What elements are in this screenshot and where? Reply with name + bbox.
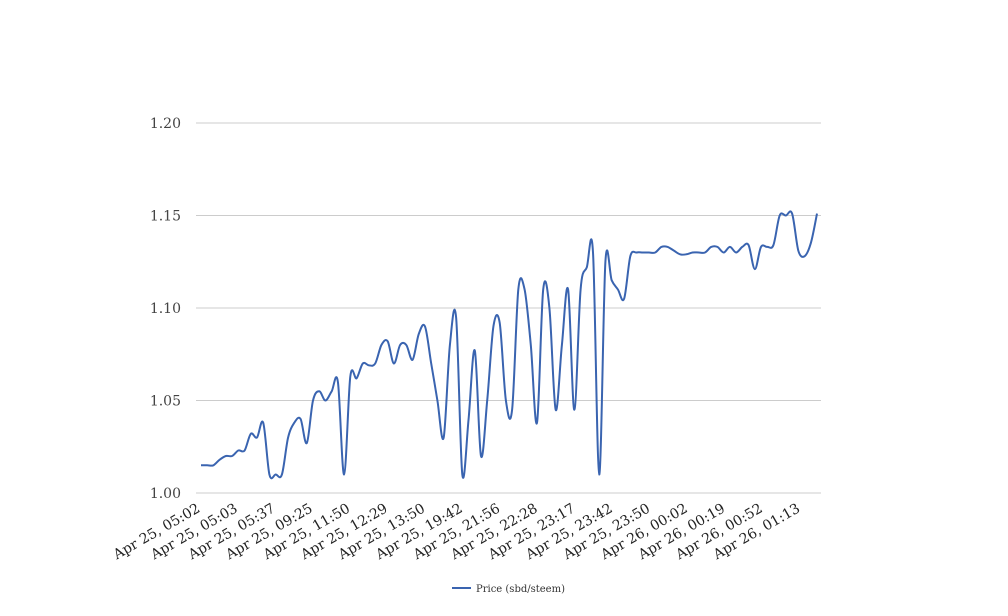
series-layer [201,210,818,480]
y-tick-label: 1.00 [150,486,181,502]
y-tick-label: 1.15 [150,209,181,225]
legend[interactable]: Price (sbd/steem) [452,584,565,595]
y-tick-label: 1.05 [150,394,181,410]
series-line-price [201,210,818,480]
y-axis-tick-labels: 1.00 1.05 1.10 1.15 1.20 [150,116,181,502]
legend-label-price: Price (sbd/steem) [476,584,565,595]
y-tick-label: 1.10 [150,301,181,317]
y-tick-label: 1.20 [150,116,181,132]
y-gridlines [196,122,821,494]
